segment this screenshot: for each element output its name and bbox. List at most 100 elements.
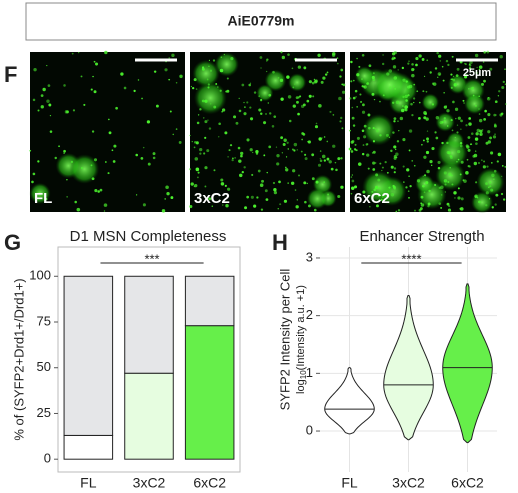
puncta bbox=[304, 200, 307, 204]
puncta bbox=[213, 169, 216, 172]
puncta bbox=[221, 108, 226, 112]
puncta bbox=[465, 73, 468, 77]
puncta bbox=[277, 76, 280, 79]
puncta bbox=[78, 52, 80, 54]
puncta bbox=[285, 156, 288, 158]
puncta bbox=[431, 146, 435, 151]
puncta bbox=[406, 168, 410, 172]
puncta bbox=[253, 204, 257, 208]
puncta bbox=[93, 90, 97, 94]
puncta bbox=[377, 178, 381, 182]
puncta bbox=[80, 166, 84, 170]
puncta bbox=[411, 73, 415, 78]
puncta bbox=[208, 197, 212, 201]
puncta bbox=[107, 172, 110, 175]
puncta bbox=[385, 133, 389, 137]
puncta bbox=[314, 125, 319, 129]
puncta bbox=[371, 75, 375, 80]
y-axis-subtitle-part: 10 bbox=[299, 370, 308, 379]
puncta bbox=[427, 204, 430, 208]
puncta bbox=[287, 53, 290, 56]
puncta bbox=[169, 110, 172, 113]
puncta bbox=[373, 188, 377, 192]
puncta bbox=[422, 90, 425, 93]
puncta bbox=[411, 113, 414, 117]
puncta bbox=[494, 133, 496, 135]
puncta bbox=[372, 168, 376, 171]
puncta bbox=[240, 154, 243, 158]
puncta bbox=[350, 150, 354, 153]
puncta bbox=[420, 195, 424, 199]
puncta bbox=[220, 182, 225, 186]
puncta bbox=[470, 143, 472, 146]
y-tick-label: 3 bbox=[306, 249, 313, 264]
puncta bbox=[72, 109, 76, 112]
puncta bbox=[47, 84, 51, 87]
puncta bbox=[413, 83, 416, 86]
puncta bbox=[256, 196, 259, 199]
puncta bbox=[392, 85, 395, 87]
puncta bbox=[477, 161, 481, 165]
puncta bbox=[271, 125, 275, 128]
puncta bbox=[197, 114, 200, 116]
puncta bbox=[367, 113, 371, 117]
puncta bbox=[229, 144, 233, 147]
puncta bbox=[438, 202, 442, 205]
puncta bbox=[354, 148, 357, 151]
puncta bbox=[457, 149, 461, 154]
header-title: AiE0779m bbox=[228, 13, 295, 29]
puncta bbox=[238, 97, 240, 100]
puncta bbox=[485, 182, 488, 186]
puncta bbox=[438, 54, 442, 58]
puncta bbox=[384, 161, 387, 164]
puncta bbox=[357, 162, 362, 166]
image-label: FL bbox=[34, 190, 52, 207]
puncta bbox=[280, 97, 284, 101]
puncta bbox=[303, 66, 307, 70]
puncta bbox=[293, 142, 298, 147]
puncta bbox=[456, 131, 459, 134]
puncta bbox=[311, 177, 315, 181]
puncta bbox=[372, 72, 375, 75]
y-axis-subtitle-part: (Intensity a.u. +1) bbox=[295, 285, 307, 370]
puncta bbox=[494, 100, 498, 104]
puncta bbox=[349, 97, 352, 100]
puncta bbox=[222, 204, 224, 206]
puncta bbox=[208, 65, 210, 67]
puncta bbox=[465, 124, 468, 127]
y-tick-label: 100 bbox=[29, 268, 51, 283]
puncta bbox=[319, 158, 321, 160]
puncta bbox=[259, 183, 264, 187]
bar-segment bbox=[184, 275, 235, 327]
puncta bbox=[71, 52, 74, 55]
puncta bbox=[501, 175, 503, 178]
puncta bbox=[225, 204, 229, 208]
puncta bbox=[478, 200, 481, 204]
puncta bbox=[164, 68, 168, 72]
puncta bbox=[300, 150, 303, 153]
x-tick-label: 6xC2 bbox=[451, 475, 484, 491]
puncta bbox=[445, 105, 448, 107]
cell-blob bbox=[435, 112, 455, 132]
puncta bbox=[408, 196, 410, 199]
puncta bbox=[244, 206, 248, 210]
puncta bbox=[133, 89, 136, 93]
puncta bbox=[362, 103, 365, 107]
puncta bbox=[351, 174, 354, 176]
puncta bbox=[331, 53, 336, 57]
puncta bbox=[489, 67, 493, 71]
puncta bbox=[294, 189, 297, 191]
puncta bbox=[328, 160, 332, 164]
puncta bbox=[393, 187, 396, 190]
puncta bbox=[90, 88, 93, 91]
puncta bbox=[443, 117, 446, 120]
puncta bbox=[426, 137, 429, 141]
puncta bbox=[462, 99, 465, 102]
puncta bbox=[450, 119, 453, 122]
puncta bbox=[206, 149, 210, 153]
puncta bbox=[447, 180, 450, 184]
puncta bbox=[93, 158, 98, 162]
puncta bbox=[440, 185, 444, 190]
puncta bbox=[361, 85, 364, 88]
puncta bbox=[429, 160, 433, 164]
